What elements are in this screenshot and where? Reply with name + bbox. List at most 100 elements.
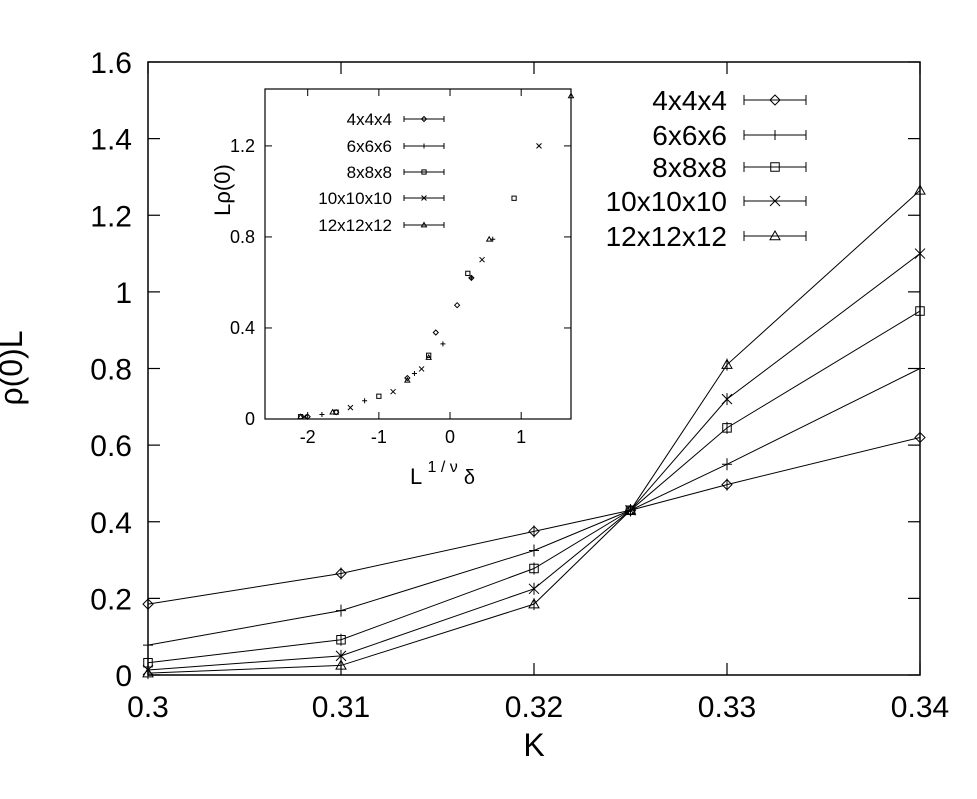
legend-label-10x10x10: 10x10x10: [606, 186, 727, 217]
main-y-tick-label: 1.6: [90, 47, 132, 80]
inset-point-8x8x8: [426, 352, 432, 358]
inset-point-8x8x8: [511, 195, 517, 201]
y-axis-title: ρ(0)L: [0, 330, 29, 405]
series-line-12x12x12: [147, 189, 921, 674]
data-point-4x4x4-shape: [721, 478, 733, 491]
data-point-8x8x8-shape: [722, 423, 732, 433]
inset-point-12x12x12-shape: [297, 413, 304, 420]
inset-point-12x12x12: [297, 413, 304, 420]
data-point-8x8x8: [529, 563, 539, 574]
inset-point-4x4x4: [304, 413, 311, 420]
inset-legend: 4x4x4 6x6x6 8x8x8 10x10x10 12x12x12: [318, 110, 445, 235]
data-point-4x4x4: [721, 478, 733, 491]
inset-point-4x4x4-shape: [432, 329, 439, 336]
data-point-4x4x4: [335, 567, 347, 580]
inset-point-10x10x10-shape: [536, 143, 542, 149]
data-point-12x12x12: [335, 659, 347, 670]
data-point-6x6x6-shape: [143, 640, 153, 651]
main-y-tick-label: 0: [115, 660, 132, 693]
inset-point-4x4x4: [432, 329, 439, 336]
data-point-6x6x6: [336, 605, 346, 616]
main-y-tick-label: 0.4: [90, 507, 132, 540]
main-x-tick-label: 0.34: [891, 691, 949, 724]
data-point-12x12x12-shape: [142, 667, 154, 678]
inset-legend-label-6x6x6: 6x6x6: [347, 137, 392, 156]
data-point-10x10x10-shape: [721, 393, 733, 405]
inset-point-6x6x6: [468, 275, 474, 281]
inset-point-4x4x4: [468, 274, 475, 282]
inset-legend-label-8x8x8: 8x8x8: [347, 163, 392, 182]
inset-point-8x8x8-shape: [511, 195, 517, 201]
data-point-10x10x10: [335, 650, 347, 662]
data-point-6x6x6-shape: [336, 605, 346, 616]
inset-point-12x12x12-shape: [425, 354, 433, 360]
inset-point-4x4x4-shape: [404, 374, 411, 382]
data-point-12x12x12: [721, 358, 733, 369]
inset-point-10x10x10-shape: [418, 366, 425, 372]
data-point-4x4x4: [528, 525, 540, 538]
legend-marker-4x4x4-shape: [769, 94, 781, 106]
data-point-6x6x6-shape: [915, 363, 925, 374]
data-point-10x10x10-shape: [528, 583, 540, 595]
data-point-6x6x6: [722, 459, 732, 470]
inset-point-4x4x4-shape: [304, 413, 311, 420]
inset-point-12x12x12-shape: [329, 408, 336, 415]
inset-y-tick-label: 1.2: [230, 136, 255, 156]
legend-marker-12x12x12: [769, 229, 781, 241]
series-line-6x6x6: [147, 368, 921, 646]
legend-label-8x8x8: 8x8x8: [652, 152, 727, 183]
inset-point-10x10x10: [479, 256, 485, 263]
inset-legend-marker-8x8x8: [421, 169, 427, 175]
inset-point-12x12x12: [425, 354, 433, 360]
main-y-tick-labels: 0 0.2 0.4 0.6 0.8 1 1.2 1.4 1.6: [90, 47, 132, 693]
inset-x-axis-title-sup: 1 / ν: [428, 459, 458, 476]
series-line-8x8x8: [147, 310, 921, 664]
series-line-10x10x10: [147, 253, 921, 671]
inset-point-10x10x10-shape: [390, 388, 396, 395]
inset-point-6x6x6-shape: [362, 398, 368, 404]
inset-x-axis-title-base: L: [410, 464, 422, 489]
inset-y-tick-label: 0.8: [230, 227, 255, 247]
data-point-12x12x12-shape: [528, 598, 540, 609]
main-x-tick-label: 0.31: [312, 691, 370, 724]
inset-point-10x10x10-shape: [347, 404, 354, 411]
inset-ticks: 0 0.4 0.8 1.2 -2 -1 0 1: [230, 89, 571, 447]
main-y-tick-label: 0.2: [90, 583, 132, 616]
data-point-12x12x12: [528, 598, 540, 609]
data-point-4x4x4-shape: [528, 525, 540, 538]
data-point-10x10x10-shape: [914, 248, 926, 259]
data-point-8x8x8-shape: [915, 306, 925, 316]
inset-point-12x12x12-shape: [403, 376, 411, 383]
data-point-4x4x4: [914, 431, 926, 444]
inset-point-12x12x12: [329, 408, 336, 415]
main-y-tick-label: 0.8: [90, 354, 132, 387]
inset-point-8x8x8-shape: [465, 270, 471, 276]
data-point-10x10x10: [528, 583, 540, 595]
data-point-12x12x12: [914, 184, 926, 195]
inset-point-10x10x10: [390, 388, 396, 395]
main-y-tick-label: 1.2: [90, 200, 132, 233]
inset-point-12x12x12: [403, 376, 411, 383]
inset-point-8x8x8: [376, 393, 382, 399]
inset-y-tick-label: 0.4: [230, 318, 255, 338]
data-point-6x6x6: [529, 545, 539, 556]
data-point-12x12x12: [142, 667, 154, 678]
data-point-6x6x6: [915, 363, 925, 374]
inset-legend-marker-12x12x12: [420, 221, 428, 228]
legend-marker-10x10x10-shape: [769, 195, 781, 207]
inset-point-4x4x4: [404, 374, 411, 382]
inset-point-6x6x6: [440, 341, 446, 347]
data-point-4x4x4-shape: [335, 567, 347, 580]
data-point-10x10x10-shape: [335, 650, 347, 662]
data-point-8x8x8-shape: [529, 563, 539, 574]
inset-frame: [264, 88, 572, 420]
inset-point-6x6x6: [319, 411, 325, 417]
data-point-12x12x12-shape: [721, 358, 733, 369]
inset-point-4x4x4-shape: [468, 274, 475, 282]
x-axis-title: K: [523, 727, 544, 763]
data-point-10x10x10: [914, 248, 926, 259]
data-point-12x12x12: [624, 504, 637, 515]
data-point-12x12x12-shape: [624, 504, 637, 515]
